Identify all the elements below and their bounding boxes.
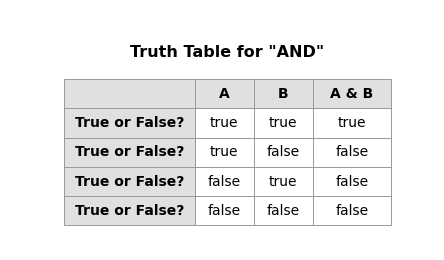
Text: true: true (337, 116, 366, 130)
Bar (254, 108, 313, 138)
Bar (313, 138, 391, 167)
Text: A: A (219, 87, 230, 101)
Bar (254, 79, 313, 108)
Text: false: false (335, 145, 369, 159)
Text: false: false (335, 174, 369, 188)
Text: true: true (269, 174, 297, 188)
Bar (64, 79, 195, 108)
Bar (195, 108, 254, 138)
Text: false: false (335, 204, 369, 218)
Bar (195, 79, 254, 108)
Text: True or False?: True or False? (75, 204, 184, 218)
Bar (254, 167, 313, 196)
Bar (313, 196, 391, 225)
Bar (313, 79, 391, 108)
Bar (313, 167, 391, 196)
Text: A & B: A & B (330, 87, 373, 101)
Bar (254, 138, 313, 167)
Text: true: true (269, 116, 297, 130)
Bar (195, 196, 254, 225)
Text: Truth Table for "AND": Truth Table for "AND" (131, 45, 325, 60)
Bar (64, 167, 195, 196)
Bar (64, 138, 195, 167)
Bar (254, 196, 313, 225)
Text: false: false (266, 204, 300, 218)
Text: false: false (208, 174, 241, 188)
Text: B: B (278, 87, 289, 101)
Bar (64, 108, 195, 138)
Text: false: false (208, 204, 241, 218)
Bar (64, 196, 195, 225)
Text: true: true (210, 145, 238, 159)
Text: True or False?: True or False? (75, 174, 184, 188)
Text: false: false (266, 145, 300, 159)
Bar (313, 108, 391, 138)
Bar (195, 138, 254, 167)
Text: True or False?: True or False? (75, 145, 184, 159)
Text: true: true (210, 116, 238, 130)
Text: True or False?: True or False? (75, 116, 184, 130)
Bar (195, 167, 254, 196)
